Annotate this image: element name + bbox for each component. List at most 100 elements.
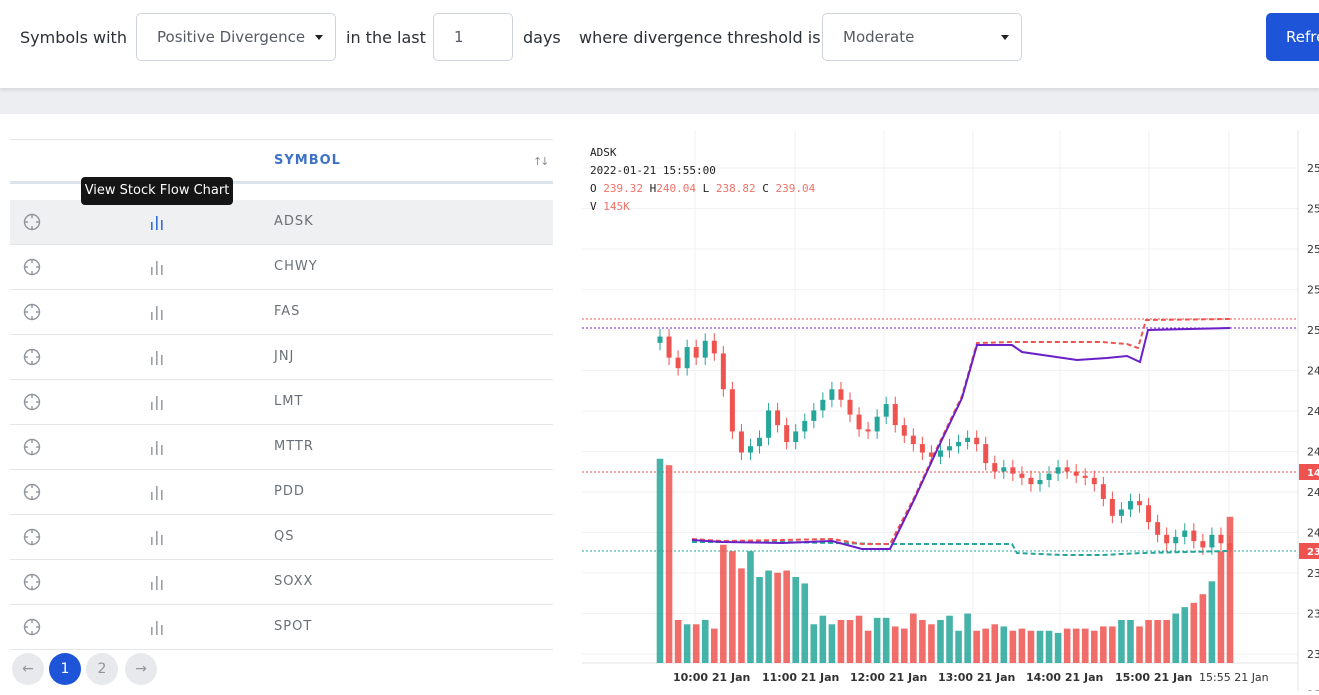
crosshair-icon[interactable] [23, 258, 41, 280]
crosshair-icon[interactable] [23, 213, 41, 235]
table-row[interactable]: FAS [10, 290, 553, 335]
legend-l-label: L [702, 182, 710, 195]
table-row[interactable]: LMT [10, 380, 553, 425]
volume-bar [1208, 581, 1216, 663]
legend-volume-value: 145K [603, 200, 630, 213]
table-row[interactable]: QS [10, 515, 553, 560]
table-row[interactable]: MTTR [10, 425, 553, 470]
tooltip: View Stock Flow Chart [81, 177, 233, 205]
legend-datetime: 2022-01-21 15:55:00 [590, 164, 716, 177]
chart-canvas[interactable]: 2525252525242424242423232323142310:00 21… [582, 130, 1319, 695]
volume-bar [1072, 628, 1080, 663]
crosshair-icon[interactable] [23, 303, 41, 325]
legend-close: 239.04 [775, 182, 816, 195]
prev-page-button[interactable]: ← [12, 653, 44, 685]
table-row[interactable]: ADSK [10, 200, 553, 245]
bar-chart-icon[interactable] [150, 439, 164, 459]
bar-chart-icon[interactable] [150, 214, 164, 234]
volume-bar [1000, 626, 1008, 663]
volume-bar [900, 628, 908, 663]
volume-bar [964, 613, 971, 663]
crosshair-icon[interactable] [23, 348, 41, 370]
candle-body [1209, 534, 1215, 548]
sort-icon[interactable]: ↑↓ [533, 155, 550, 168]
threshold-value: Moderate [843, 28, 915, 46]
bar-chart-icon[interactable] [150, 529, 164, 549]
crosshair-icon[interactable] [23, 393, 41, 415]
bar-chart-icon[interactable] [150, 394, 164, 414]
volume-bar [1181, 607, 1189, 663]
legend-symbol: ADSK [590, 146, 617, 159]
symbol-cell: FAS [274, 304, 301, 319]
volume-bar [937, 620, 944, 663]
bar-chart-icon[interactable] [150, 349, 164, 369]
volume-bar [891, 626, 899, 663]
page-2-button[interactable]: 2 [86, 653, 118, 685]
volume-bar [792, 577, 800, 663]
table-row[interactable]: PDD [10, 470, 553, 515]
volume-bar [656, 458, 664, 663]
crosshair-icon[interactable] [23, 618, 41, 640]
candle-body [956, 442, 962, 447]
candle-body [974, 437, 980, 445]
bar-chart-icon[interactable] [150, 304, 164, 324]
table-row[interactable]: SOXX [10, 560, 553, 605]
bar-chart-icon[interactable] [150, 619, 164, 639]
table-row[interactable]: SPOT [10, 605, 553, 650]
legend-low: 238.82 [715, 182, 756, 195]
volume-bar [846, 620, 854, 663]
y-tick-label: 23 [1307, 567, 1319, 580]
candle-body [901, 425, 907, 436]
y-tick-label: 25 [1307, 203, 1319, 216]
candle-body [1091, 477, 1097, 485]
table-row[interactable]: CHWY [10, 245, 553, 290]
symbol-cell: MTTR [274, 439, 314, 454]
candle-body [1191, 530, 1197, 542]
candle-body [865, 429, 871, 432]
next-page-button[interactable]: → [125, 653, 157, 685]
page-1-button[interactable]: 1 [49, 653, 81, 685]
crosshair-icon[interactable] [23, 483, 41, 505]
candle-body [811, 410, 817, 421]
volume-bar [855, 615, 863, 663]
candle-body [738, 431, 744, 453]
volume-bar [946, 615, 953, 663]
volume-bar [991, 624, 999, 663]
threshold-select[interactable]: Moderate [822, 13, 1022, 61]
x-tick-label: 10:00 21 Jan [673, 671, 750, 684]
candle-body [729, 389, 735, 432]
candle-body [1200, 541, 1206, 548]
candle-body [747, 446, 753, 453]
crosshair-icon[interactable] [23, 438, 41, 460]
volume-bar [729, 551, 736, 663]
table-row[interactable]: JNJ [10, 335, 553, 380]
candle-body [937, 450, 943, 457]
days-input[interactable]: 1 [433, 13, 513, 61]
bar-chart-icon[interactable] [150, 259, 164, 279]
crosshair-icon[interactable] [23, 573, 41, 595]
net-flow-line [691, 327, 1231, 550]
divergence-type-select[interactable]: Positive Divergence [136, 13, 336, 61]
volume-bar [1190, 602, 1198, 663]
volume-bar [1009, 630, 1017, 663]
candle-body [1082, 475, 1088, 478]
stock-flow-chart[interactable]: 2525252525242424242423232323142310:00 21… [582, 130, 1319, 695]
crosshair-icon[interactable] [23, 528, 41, 550]
label-days: days [523, 28, 561, 47]
y-tick-label: 24 [1307, 527, 1319, 540]
legend-c-label: C [762, 182, 769, 195]
candle-body [1155, 522, 1161, 535]
x-tick-label: 15:55 21 Jan [1199, 671, 1269, 684]
price-marker [1299, 543, 1319, 559]
column-header-symbol[interactable]: SYMBOL [274, 153, 341, 168]
x-tick-label: 14:00 21 Jan [1026, 671, 1103, 684]
bar-chart-icon[interactable] [150, 484, 164, 504]
volume-bar [819, 615, 827, 663]
candle-body [1218, 534, 1224, 544]
refresh-button[interactable]: Refre [1266, 13, 1319, 61]
candle-body [1100, 484, 1106, 499]
volume-bar [810, 624, 818, 663]
volume-bar [1226, 516, 1234, 663]
chevron-down-icon [315, 35, 323, 40]
bar-chart-icon[interactable] [150, 574, 164, 594]
